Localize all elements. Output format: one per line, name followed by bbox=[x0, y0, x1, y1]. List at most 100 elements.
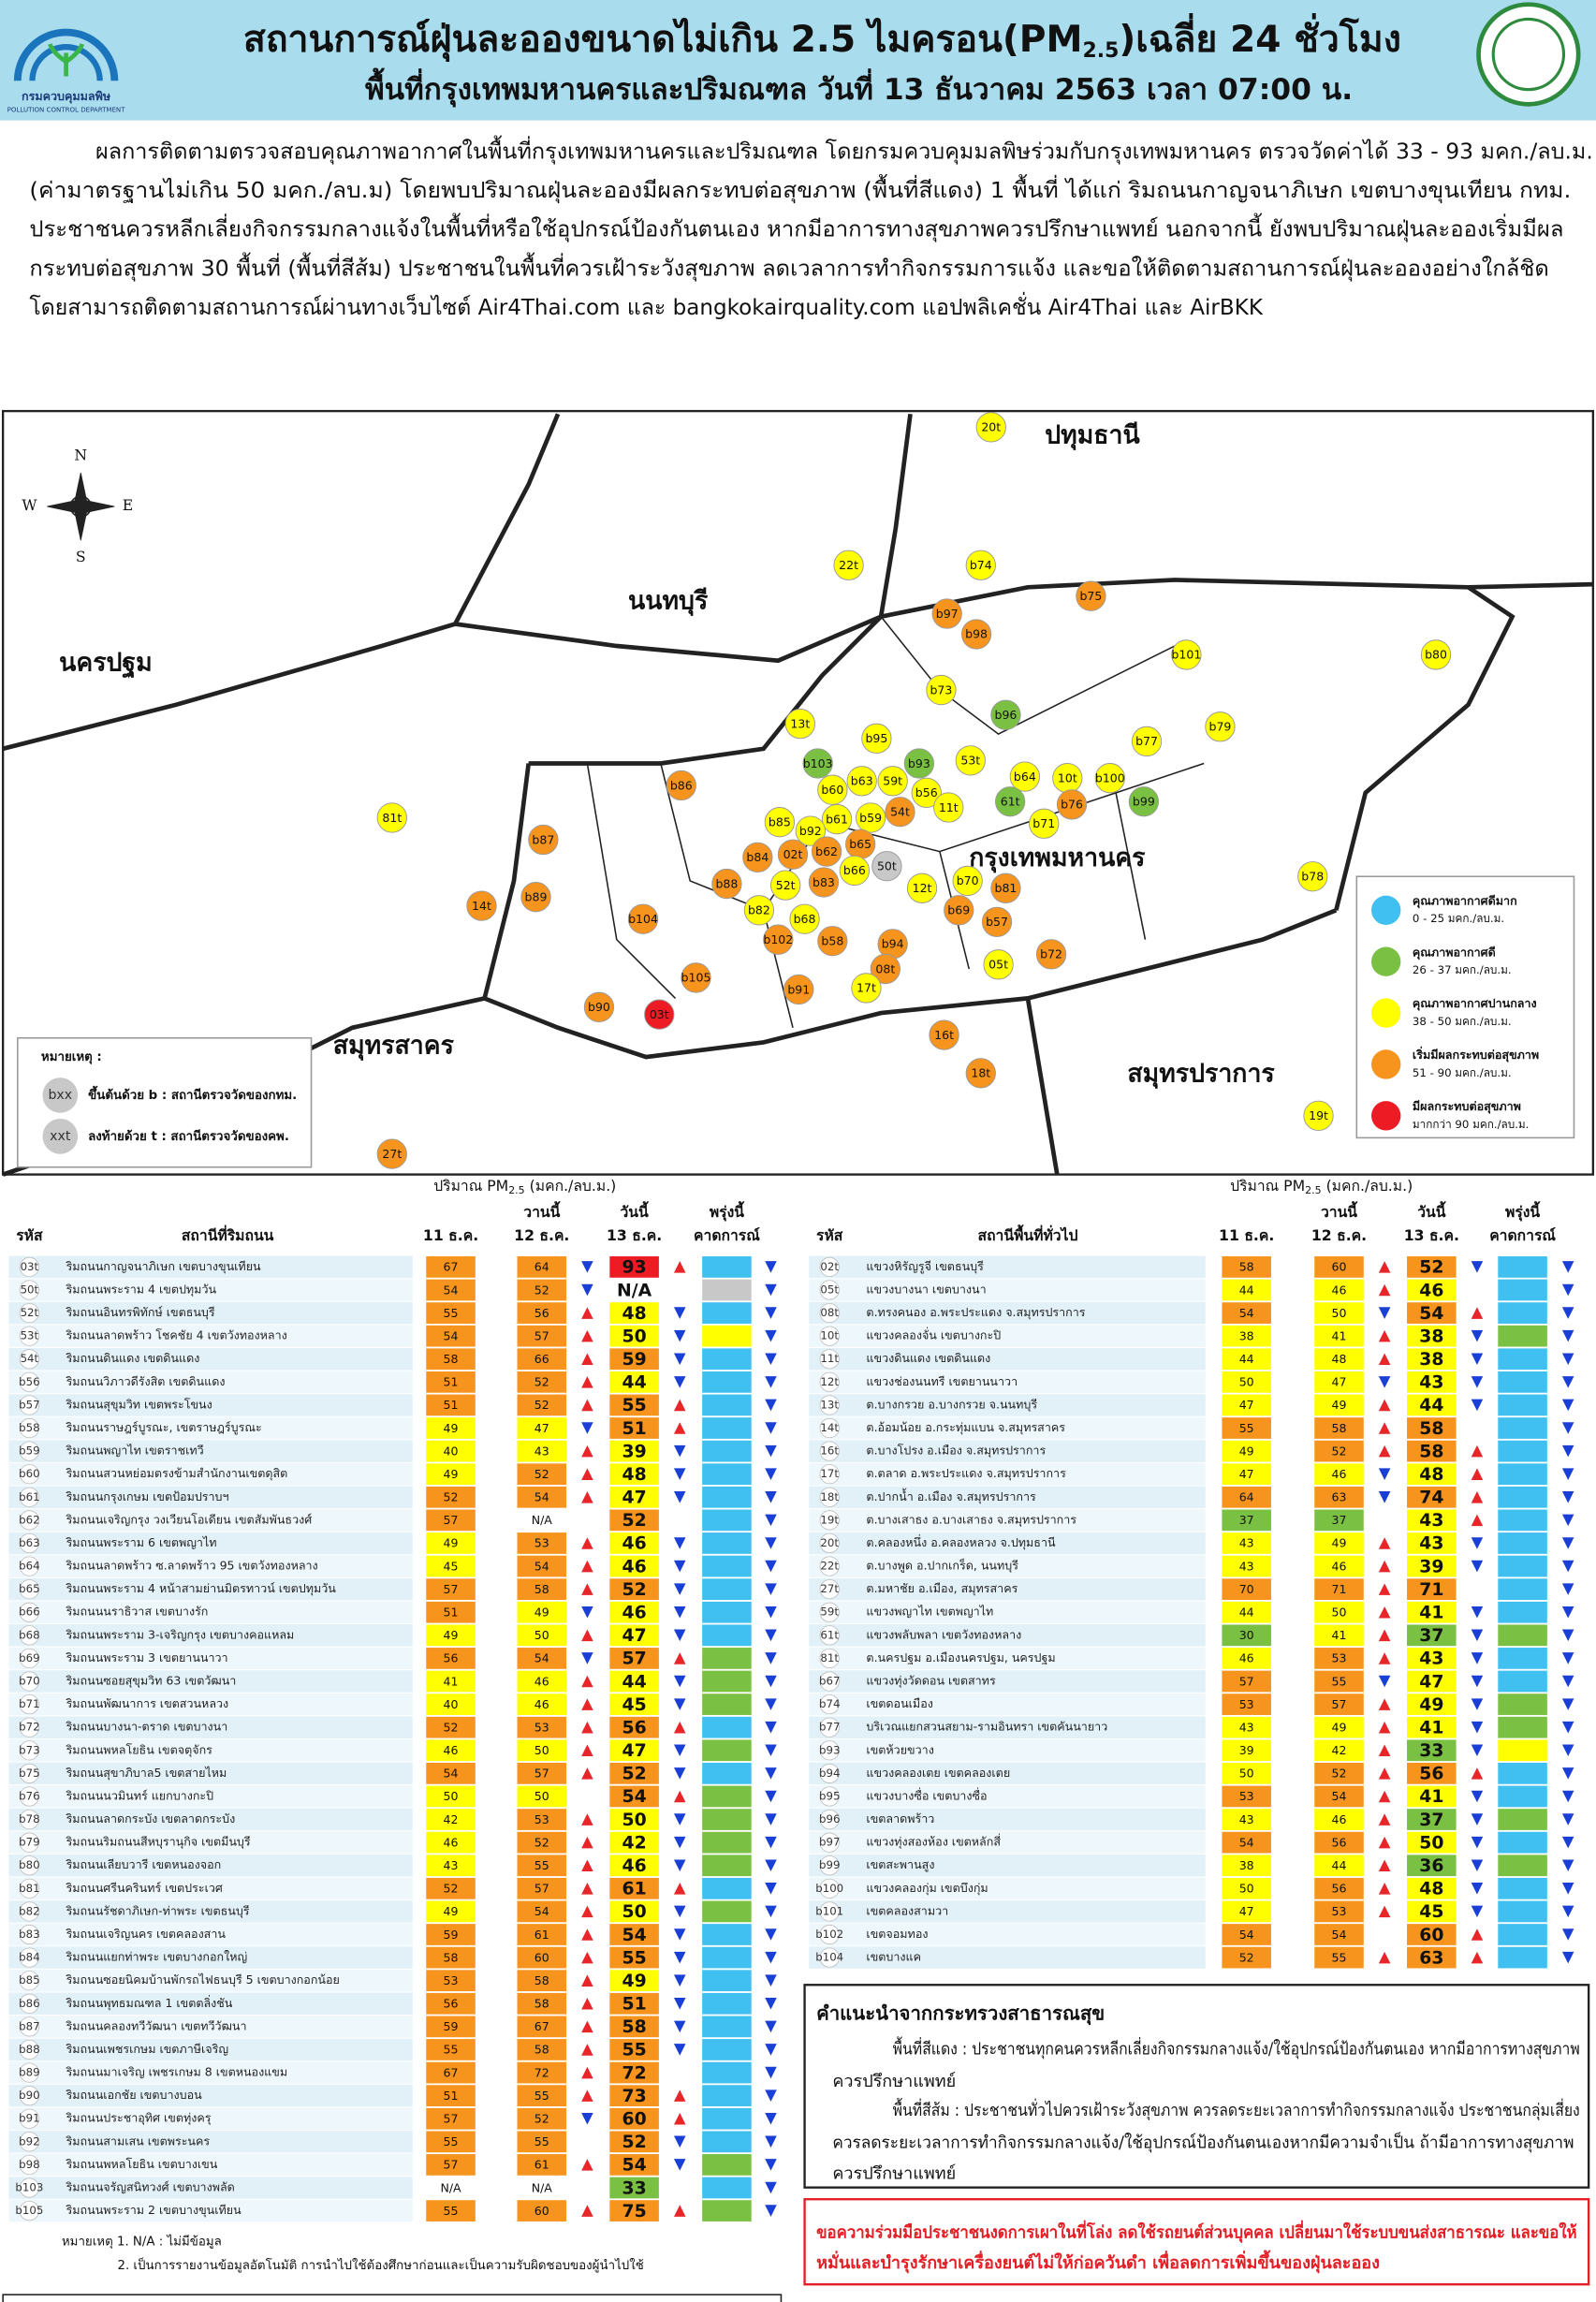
intro-line: ผลการติดตามตรวจสอบคุณภาพอากาศในพื้นที่กร… bbox=[95, 136, 1593, 165]
row-band bbox=[8, 1532, 413, 1555]
value-text: 50 bbox=[534, 1789, 549, 1803]
row-name: ริมถนนพหลโยธิน เขตจตุจักร bbox=[66, 1742, 212, 1757]
trend-arrow bbox=[1378, 1905, 1391, 1918]
station-label: b56 bbox=[915, 785, 938, 799]
legend-label: คุณภาพอากาศดีมาก bbox=[1413, 893, 1517, 908]
code-badge bbox=[819, 1256, 840, 1277]
value-cell bbox=[608, 1693, 660, 1716]
value-text: 52 bbox=[444, 1490, 459, 1504]
value-cell bbox=[1406, 1577, 1457, 1601]
row-band bbox=[8, 2038, 413, 2061]
value-cell bbox=[608, 1347, 660, 1371]
value-text: 44 bbox=[1239, 1352, 1254, 1366]
row-band bbox=[8, 1969, 413, 1992]
station-label: b76 bbox=[1061, 798, 1083, 812]
trend-arrow bbox=[673, 1974, 686, 1987]
forecast-cell bbox=[701, 1325, 753, 1348]
trend-arrow bbox=[1471, 1329, 1484, 1342]
forecast-arrow bbox=[765, 1629, 777, 1642]
row-code: b85 bbox=[19, 1973, 39, 1987]
forecast-cell bbox=[1497, 1854, 1548, 1877]
value-cell bbox=[608, 1462, 660, 1486]
title-sub: 2.5 bbox=[1083, 39, 1120, 63]
value-cell bbox=[1406, 1945, 1457, 1970]
forecast-cell bbox=[1497, 1416, 1548, 1440]
row-name: ต.คลองหนึ่ง อ.คลองหลวง จ.ปทุมธานี bbox=[866, 1534, 1056, 1550]
row-name: ริมถนนมาเจริญ เพชรเกษม 8 เขตหนองแขม bbox=[66, 2065, 287, 2079]
row-code: b74 bbox=[819, 1697, 840, 1710]
trend-arrow bbox=[673, 1307, 686, 1319]
value-cell bbox=[516, 1301, 567, 1325]
row-band bbox=[8, 1416, 413, 1440]
value-cell bbox=[1313, 1508, 1365, 1532]
value-cell bbox=[1221, 1669, 1272, 1694]
forecast-arrow bbox=[1561, 1698, 1574, 1710]
value-text: 44 bbox=[1419, 1396, 1443, 1415]
value-cell bbox=[608, 2060, 660, 2085]
station-label: b105 bbox=[681, 971, 711, 985]
station-marker bbox=[846, 766, 877, 797]
value-cell bbox=[1406, 1808, 1457, 1831]
row-name: ต.ทรงคนอง อ.พระประแดง จ.สมุทรปราการ bbox=[866, 1305, 1085, 1320]
forecast-arrow bbox=[1561, 1721, 1574, 1734]
forecast-arrow bbox=[1561, 1583, 1574, 1595]
code-badge bbox=[819, 1717, 840, 1737]
trend-arrow bbox=[581, 1629, 593, 1642]
station-label: 05t bbox=[988, 958, 1008, 972]
trend-arrow bbox=[1378, 1744, 1391, 1757]
value-text: 51 bbox=[622, 1419, 647, 1439]
station-marker bbox=[1056, 789, 1088, 820]
value-text: 46 bbox=[1332, 1812, 1347, 1826]
trend-arrow bbox=[673, 1560, 686, 1573]
row-code: b67 bbox=[819, 1675, 840, 1688]
value-cell bbox=[1221, 1738, 1272, 1762]
value-text: 48 bbox=[1419, 1465, 1443, 1485]
station-marker bbox=[1205, 711, 1236, 742]
row-band bbox=[809, 1762, 1206, 1785]
forecast-arrow bbox=[1561, 1951, 1574, 1964]
row-band bbox=[8, 1670, 413, 1693]
value-cell bbox=[1313, 1416, 1365, 1440]
forecast-cell bbox=[701, 1532, 753, 1555]
value-text: 56 bbox=[1332, 1882, 1347, 1896]
row-name: แขวงคลองเตย เขตคลองเตย bbox=[866, 1766, 1010, 1780]
row-band bbox=[8, 1739, 413, 1762]
forecast-cell bbox=[1497, 1738, 1548, 1762]
value-text: 61 bbox=[534, 2158, 549, 2172]
logo bbox=[13, 28, 119, 81]
station-label: 10t bbox=[1058, 770, 1077, 784]
value-text: 44 bbox=[622, 1373, 647, 1393]
value-cell bbox=[425, 1808, 476, 1831]
row-band bbox=[809, 1416, 1206, 1440]
trend-arrow bbox=[581, 1491, 593, 1503]
trend-arrow bbox=[581, 2066, 593, 2079]
value-cell bbox=[516, 1716, 567, 1739]
station-label: b94 bbox=[882, 937, 904, 951]
value-cell bbox=[1221, 1532, 1272, 1555]
forecast-arrow bbox=[1561, 1790, 1574, 1803]
value-text: 52 bbox=[534, 1283, 549, 1297]
value-cell bbox=[516, 1992, 567, 2016]
legend-label: คุณภาพอากาศดี bbox=[1413, 945, 1496, 960]
value-text: 56 bbox=[1332, 1835, 1347, 1849]
row-code: b96 bbox=[819, 1812, 840, 1825]
station-marker bbox=[1029, 808, 1060, 839]
value-text: 59 bbox=[622, 1350, 647, 1370]
row-name: ต.บางพูด อ.ปากเกร็ด, นนทบุรี bbox=[866, 1559, 1018, 1574]
row-name: เขตดอนเมือง bbox=[866, 1696, 932, 1710]
value-cell bbox=[1406, 1693, 1457, 1716]
row-code: 08t bbox=[820, 1306, 839, 1319]
trend-arrow bbox=[581, 1468, 593, 1480]
value-cell bbox=[608, 1854, 660, 1877]
value-cell bbox=[516, 1508, 567, 1532]
row-band bbox=[809, 1854, 1206, 1877]
trend-arrow bbox=[581, 1583, 593, 1595]
station-marker bbox=[877, 766, 908, 797]
value-text: 57 bbox=[534, 1767, 549, 1781]
row-code: b84 bbox=[19, 1951, 39, 1964]
value-text: 70 bbox=[1239, 1582, 1254, 1596]
station-label: b104 bbox=[628, 912, 658, 926]
value-text: 52 bbox=[1419, 1258, 1443, 1278]
trend-arrow bbox=[1378, 1444, 1391, 1458]
trend-arrow bbox=[673, 2089, 686, 2102]
